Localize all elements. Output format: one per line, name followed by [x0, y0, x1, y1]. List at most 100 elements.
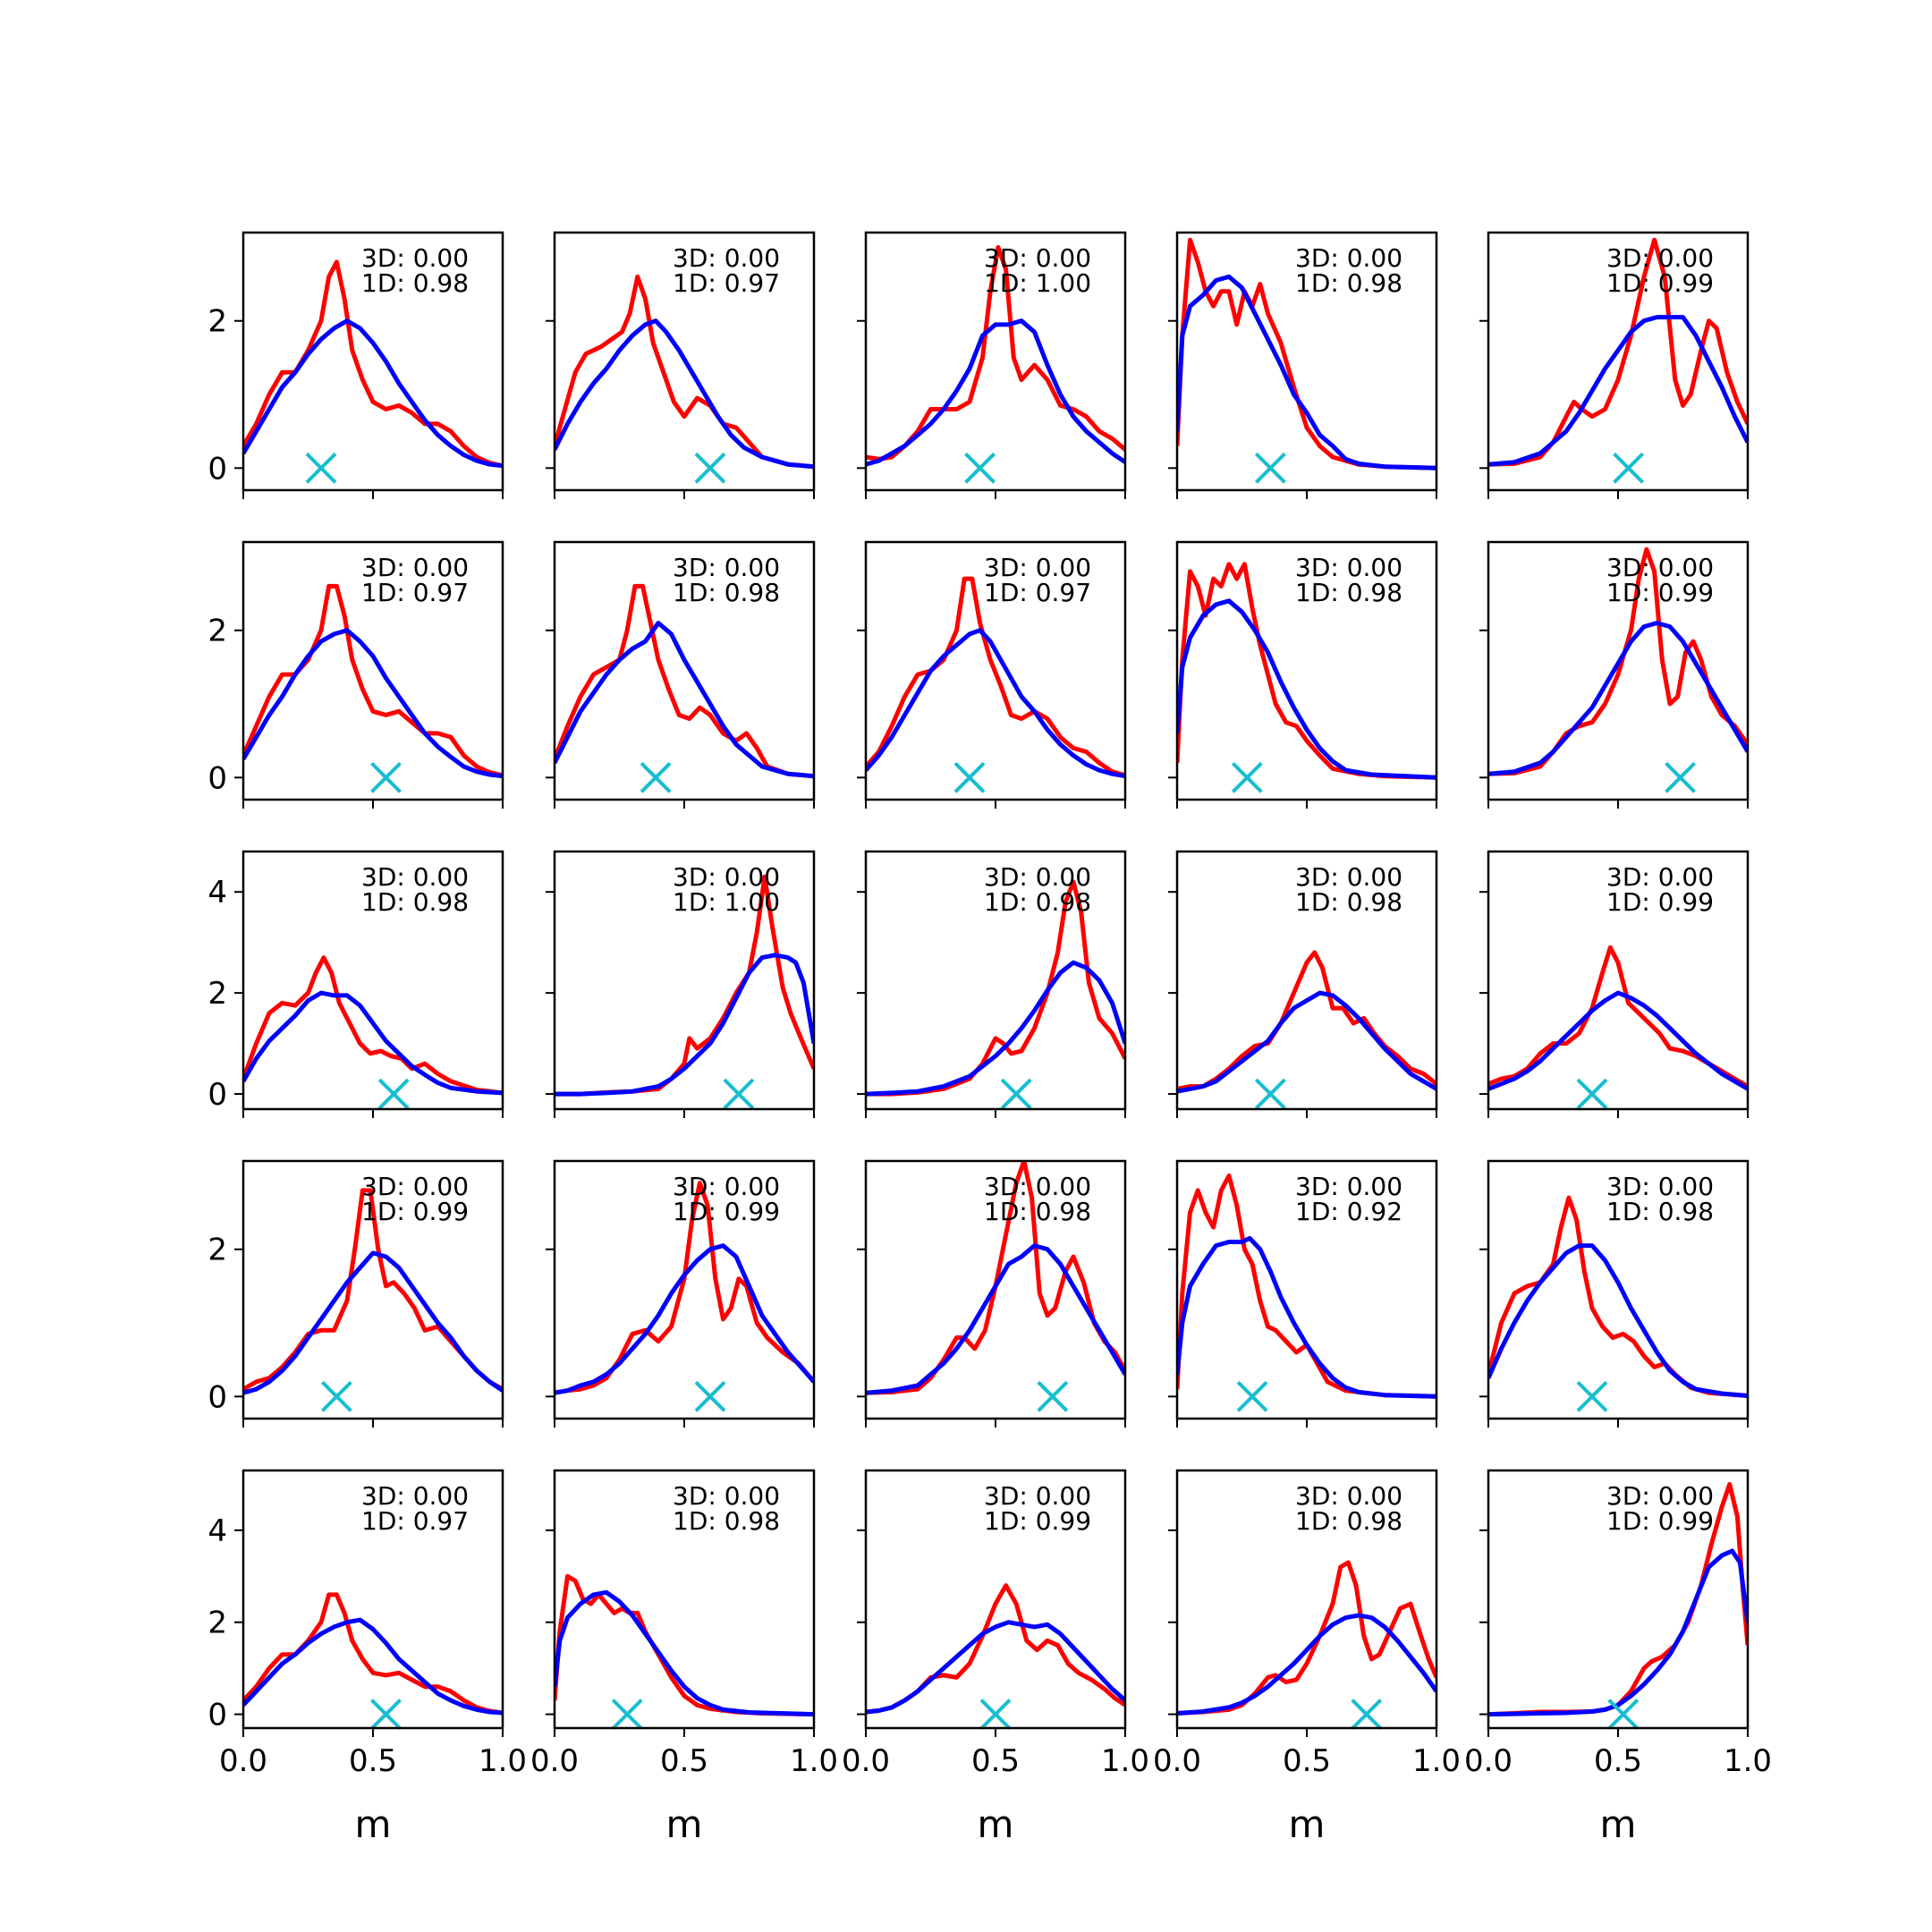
annotation-1d: 1D: 0.97	[673, 268, 780, 298]
annotation-3d: 3D: 0.00	[1606, 862, 1714, 892]
annotation-3d: 3D: 0.00	[984, 862, 1091, 892]
blue-density-line	[866, 1620, 1125, 1715]
annotation-1d: 1D: 0.99	[1606, 1506, 1714, 1536]
y-tick-label: 0	[208, 451, 227, 487]
cyan-x-marker	[370, 761, 402, 793]
panel-frame	[1487, 540, 1750, 801]
x-tick-label: 0.5	[971, 1743, 1020, 1779]
blue-density-line	[1177, 274, 1436, 470]
red-density-line	[1488, 1195, 1748, 1398]
annotation-3d: 3D: 0.00	[361, 243, 469, 273]
x-tick-label: 1.0	[1412, 1743, 1461, 1779]
x-tick-label: 0.0	[842, 1743, 890, 1779]
annotation-1d: 1D: 0.98	[1295, 268, 1402, 298]
cyan-x-marker	[611, 1699, 643, 1730]
y-tick-label: 2	[208, 614, 227, 649]
x-tick-label: 1.0	[1724, 1743, 1772, 1779]
annotation-3d: 3D: 0.00	[673, 553, 780, 582]
blue-density-line	[243, 628, 503, 779]
annotation-3d: 3D: 0.00	[1606, 243, 1714, 273]
annotation-1d: 1D: 0.97	[984, 578, 1091, 607]
blue-density-line	[1177, 1235, 1436, 1399]
annotation-3d: 3D: 0.00	[1295, 553, 1402, 582]
annotation-3d: 3D: 0.00	[1606, 553, 1714, 582]
panel-frame	[864, 850, 1127, 1111]
x-tick-label: 1.0	[479, 1743, 527, 1779]
blue-density-line	[243, 1250, 503, 1395]
annotation-1d: 1D: 0.98	[984, 887, 1091, 917]
x-tick-label: 0.5	[349, 1743, 397, 1779]
annotation-1d: 1D: 0.99	[984, 1506, 1091, 1536]
y-tick-label: 2	[208, 1233, 227, 1268]
annotation-1d: 1D: 0.98	[1606, 1197, 1714, 1226]
annotation-1d: 1D: 0.99	[1606, 578, 1714, 607]
annotation-1d: 1D: 0.98	[1295, 578, 1402, 607]
panel-frame	[864, 540, 1127, 801]
y-tick-label: 0	[208, 1379, 227, 1415]
red-density-line	[866, 1583, 1125, 1715]
x-tick-label: 0.0	[1464, 1743, 1513, 1779]
cyan-x-marker	[1254, 452, 1286, 484]
annotation-3d: 3D: 0.00	[984, 243, 1091, 273]
cyan-x-marker	[1607, 1699, 1640, 1730]
cyan-x-marker	[1576, 1078, 1608, 1110]
cyan-x-marker	[694, 452, 726, 484]
x-tick-label: 0.5	[1594, 1743, 1642, 1779]
cyan-x-marker	[723, 1078, 755, 1110]
y-tick-label: 4	[208, 1513, 227, 1549]
panel-frame	[242, 540, 504, 801]
annotation-3d: 3D: 0.00	[984, 1172, 1091, 1201]
x-tick-label: 0.0	[219, 1743, 267, 1779]
annotation-3d: 3D: 0.00	[1295, 1172, 1402, 1201]
panel-frame	[864, 231, 1127, 492]
panel-frame	[1487, 1159, 1750, 1420]
cyan-x-marker	[370, 1699, 402, 1730]
cyan-x-marker	[640, 761, 672, 793]
panel-frame	[1175, 540, 1438, 801]
blue-density-line	[866, 1243, 1125, 1395]
annotation-1d: 1D: 0.98	[673, 1506, 780, 1536]
blue-density-line	[1488, 621, 1748, 776]
red-density-line	[555, 583, 814, 779]
panel-frame	[553, 850, 816, 1111]
blue-density-line	[555, 621, 814, 779]
annotation-3d: 3D: 0.00	[1295, 1481, 1402, 1511]
y-tick-label: 2	[208, 304, 227, 340]
blue-density-line	[866, 628, 1125, 779]
red-density-line	[555, 274, 814, 470]
annotation-3d: 3D: 0.00	[1295, 862, 1402, 892]
x-axis-title: m	[1289, 1802, 1326, 1846]
x-tick-label: 1.0	[790, 1743, 838, 1779]
cyan-x-marker	[1231, 761, 1263, 793]
cyan-x-marker	[694, 1380, 726, 1412]
red-density-line	[555, 1181, 814, 1395]
annotation-3d: 3D: 0.00	[673, 1172, 780, 1201]
annotation-1d: 1D: 0.98	[1295, 1506, 1402, 1536]
annotation-1d: 1D: 0.98	[673, 578, 780, 607]
blue-density-line	[1488, 1548, 1748, 1717]
annotation-1d: 1D: 0.99	[1606, 887, 1714, 917]
cyan-x-marker	[1613, 452, 1645, 484]
cyan-x-marker	[1037, 1380, 1069, 1412]
x-axis-title: m	[1600, 1802, 1637, 1846]
red-density-line	[1488, 237, 1748, 467]
panel-frame	[553, 1159, 816, 1420]
cyan-x-marker	[320, 1380, 352, 1412]
